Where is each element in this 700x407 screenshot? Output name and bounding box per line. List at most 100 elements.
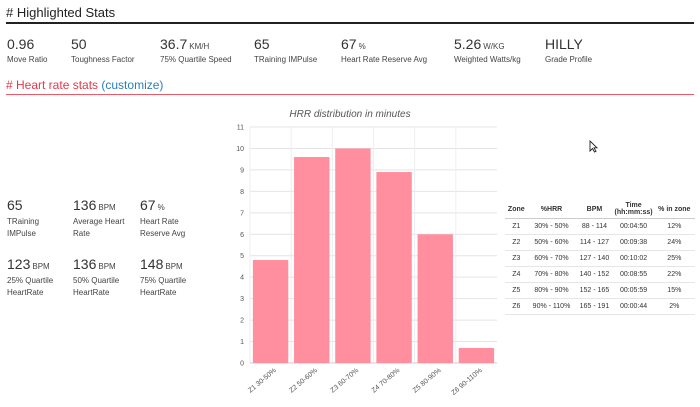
table-cell: 114 - 127 [575, 234, 614, 251]
col-header-pct: % in zone [653, 200, 695, 219]
table-cell: 152 - 165 [575, 282, 614, 299]
customize-link[interactable]: (customize) [101, 78, 164, 92]
stat-value: 67 [341, 36, 357, 52]
y-tick-label: 0 [240, 361, 244, 368]
table-cell: Z4 [505, 266, 528, 283]
table-cell: 00:08:55 [613, 266, 654, 283]
table-cell: 165 - 191 [575, 298, 614, 315]
x-tick-label: Z4 70-80% [371, 367, 402, 394]
table-cell: 00:00:44 [613, 298, 654, 315]
stat-value: 36.7 [160, 36, 188, 52]
x-tick-label: Z1 30-50% [247, 367, 278, 394]
bar [376, 172, 412, 363]
stat-value: 0.96 [7, 36, 35, 52]
y-tick-label: 10 [236, 146, 244, 153]
chart-title: HRR distribution in minutes [289, 109, 410, 120]
stat-unit: KM/H [189, 42, 210, 51]
table-cell: Z5 [505, 282, 528, 299]
y-tick-label: 3 [240, 296, 244, 303]
stat-value: 136 [73, 256, 97, 272]
section-title: # Heart rate stats [6, 78, 99, 92]
bar [417, 234, 453, 363]
stat-label: Average Heart Rate [73, 217, 125, 238]
stat-unit: % [157, 203, 165, 212]
stat-value: 148 [140, 256, 164, 272]
table-cell: Z1 [505, 218, 528, 235]
chart-grid [249, 126, 497, 364]
table-row: Z4 70% - 80% 140 - 152 00:08:55 22% [505, 266, 695, 283]
stat-value: 136 [73, 197, 97, 213]
y-tick-label: 11 [237, 125, 244, 132]
stat-value: 5.26 [454, 36, 482, 52]
bar [252, 260, 289, 363]
stat-label: Toughness Factor [71, 55, 135, 64]
table-cell: 60% - 70% [527, 250, 576, 267]
table-row: Z1 30% - 50% 88 - 114 00:04:50 12% [505, 218, 695, 235]
hr-stat-training-impulse: 65 TRaining IMPulse [7, 197, 65, 240]
table-cell: Z2 [505, 234, 528, 251]
table-row: Z2 50% - 60% 114 - 127 00:09:38 24% [505, 234, 695, 251]
stat-label: TRaining IMPulse [254, 55, 318, 64]
table-row: Z3 60% - 70% 127 - 140 00:10:02 25% [505, 250, 695, 267]
table-cell: 2% [653, 298, 695, 315]
x-tick-label: Z5 80-90% [412, 367, 443, 394]
stat-value: 50 [71, 36, 87, 52]
hr-stat-hrr-avg: 67% Heart Rate Reserve Avg [140, 197, 200, 240]
table-cell: Z3 [505, 250, 528, 267]
y-axis: 0 1 2 3 4 5 6 7 8 9 10 11 [236, 125, 244, 368]
col-header-time: Time (hh:mm:ss) [613, 200, 654, 219]
stat-unit: W/KG [483, 42, 505, 51]
table-cell: 127 - 140 [575, 250, 614, 267]
table-cell: 22% [653, 266, 695, 283]
stat-value: 65 [254, 36, 270, 52]
stat-value: 65 [7, 197, 23, 213]
stat-label: Move Ratio [7, 55, 48, 64]
stat-hrr-avg: 67% Heart Rate Reserve Avg [341, 36, 427, 64]
stat-label: Heart Rate Reserve Avg [140, 217, 186, 238]
stat-quartile-speed: 36.7 KM/H 75% Quartile Speed [160, 36, 232, 64]
y-tick-label: 9 [240, 167, 244, 174]
y-tick-label: 5 [240, 253, 244, 260]
table-cell: 00:04:50 [613, 218, 654, 235]
x-tick-label: Z2 50-60% [288, 367, 319, 394]
table-cell: 50% - 60% [527, 234, 576, 251]
table-cell: 00:05:59 [613, 282, 654, 299]
table-cell: 00:09:38 [613, 234, 654, 251]
y-tick-label: 4 [240, 275, 244, 282]
col-header-hrr: %HRR [527, 200, 576, 219]
stat-label: 75% Quartile Speed [160, 55, 232, 64]
stat-unit: BPM [165, 262, 183, 271]
y-tick-label: 8 [240, 189, 244, 196]
col-header-bpm: BPM [575, 200, 614, 219]
stat-label: TRaining IMPulse [7, 217, 40, 238]
stat-unit: BPM [32, 262, 50, 271]
table-cell: 88 - 114 [575, 218, 614, 235]
table-cell: 30% - 50% [527, 218, 576, 235]
table-cell: 90% - 110% [527, 298, 576, 315]
y-tick-label: 2 [240, 318, 244, 325]
hr-stat-25-quartile: 123 BPM 25% Quartile HeartRate [7, 256, 67, 299]
col-header-zone: Zone [505, 200, 528, 219]
bar [458, 347, 495, 363]
table-cell: 00:10:02 [613, 250, 654, 267]
stat-move-ratio: 0.96 Move Ratio [7, 36, 47, 64]
table-cell: 70% - 80% [527, 266, 576, 283]
table-cell: 24% [653, 234, 695, 251]
zone-table: Zone %HRR BPM Time (hh:mm:ss) % in zone … [505, 200, 695, 315]
hr-stat-average-heart-rate: 136 BPM Average Heart Rate [73, 197, 133, 240]
table-cell: 25% [653, 250, 695, 267]
stat-unit: % [358, 42, 366, 51]
highlighted-stats-header: # Highlighted Stats [6, 4, 694, 24]
y-tick-label: 1 [240, 339, 244, 346]
hr-stat-75-quartile: 148 BPM 75% Quartile HeartRate [140, 256, 200, 299]
stat-toughness-factor: 50 Toughness Factor [71, 36, 135, 64]
y-tick-label: 7 [240, 210, 244, 217]
stat-value: HILLY [545, 36, 583, 52]
stat-grade-profile: HILLY Grade Profile [545, 36, 592, 64]
stat-unit: BPM [98, 262, 116, 271]
zone-table-header-row: Zone %HRR BPM Time (hh:mm:ss) % in zone [505, 200, 695, 219]
stat-label: Heart Rate Reserve Avg [341, 55, 428, 64]
stat-label: 25% Quartile HeartRate [7, 276, 54, 297]
heart-rate-stats-header: # Heart rate stats (customize) [6, 76, 694, 95]
x-tick-label: Z3 60-70% [329, 367, 360, 394]
